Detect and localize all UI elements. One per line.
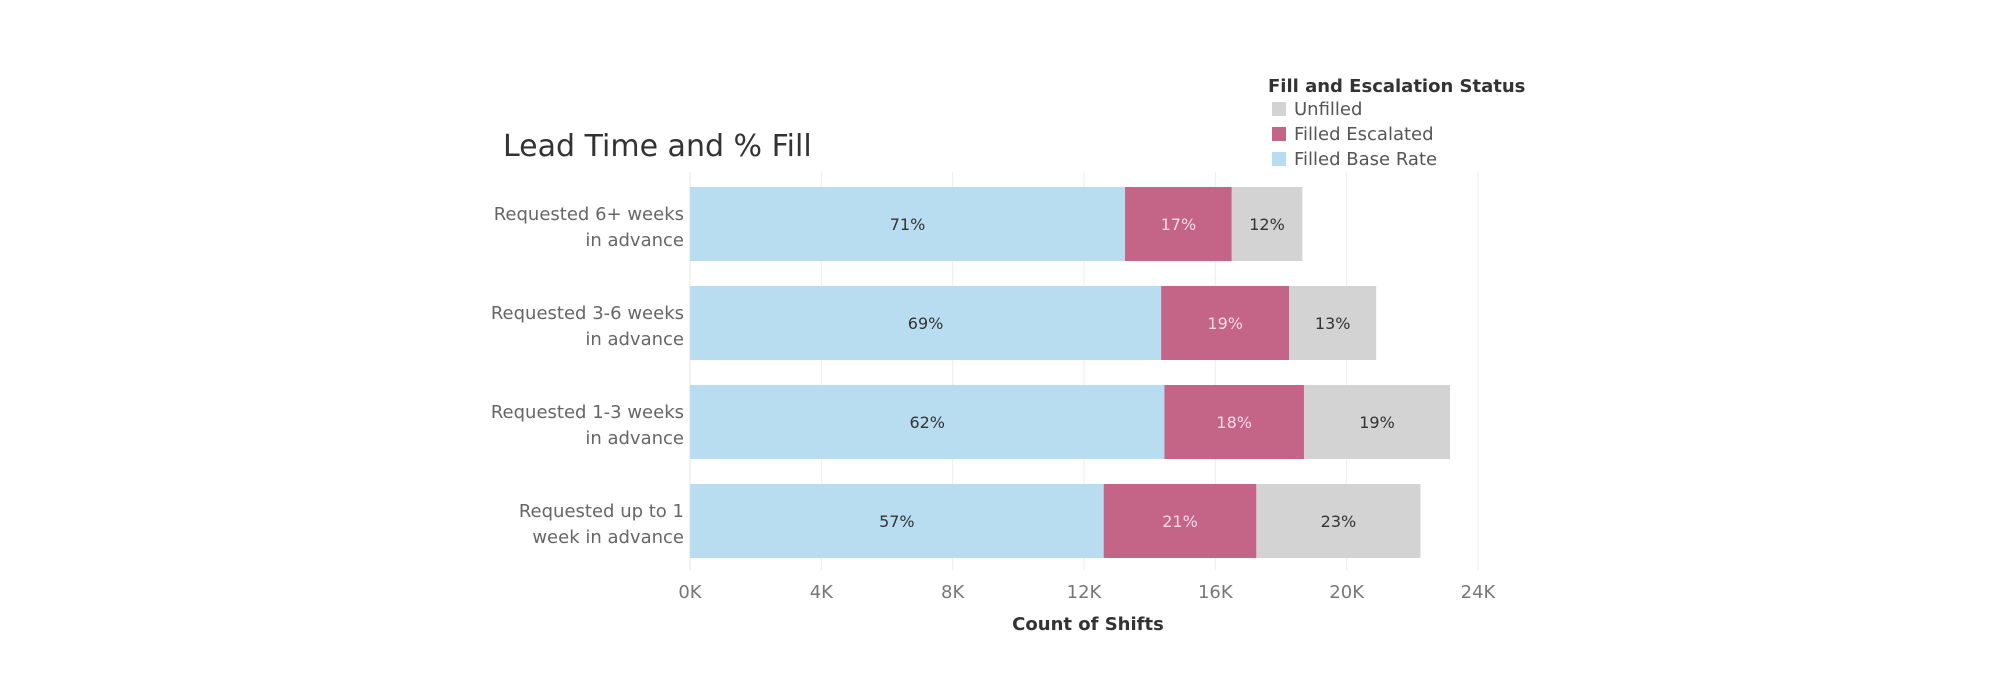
bar-segment (1164, 385, 1304, 459)
bar-segment (690, 484, 1104, 558)
category-label: Requested 6+ weeks (494, 204, 684, 225)
bar-segment (1125, 187, 1232, 261)
bar-segment (1303, 385, 1451, 459)
legend-label: Filled Base Rate (1294, 149, 1437, 170)
category-label: in advance (585, 230, 684, 251)
chart-title: Lead Time and % Fill (503, 129, 812, 164)
category-label: in advance (585, 329, 684, 350)
bar-segment (690, 385, 1165, 459)
data-label: 69% (908, 314, 944, 333)
x-tick-label: 12K (1067, 582, 1103, 603)
bar-segment (1256, 484, 1421, 558)
legend-swatch (1272, 152, 1286, 166)
data-label: 57% (879, 512, 915, 531)
x-axis-title: Count of Shifts (1012, 614, 1164, 635)
category-label: Requested 3-6 weeks (491, 303, 684, 324)
bar-segment (1103, 484, 1257, 558)
category-label: Requested up to 1 (519, 501, 684, 522)
bar-segment (690, 286, 1162, 360)
category-label: in advance (585, 428, 684, 449)
data-label: 62% (909, 413, 945, 432)
data-label: 21% (1162, 512, 1198, 531)
legend-title: Fill and Escalation Status (1268, 76, 1525, 97)
data-label: 13% (1315, 314, 1351, 333)
data-label: 19% (1207, 314, 1243, 333)
data-label: 17% (1161, 215, 1197, 234)
data-label: 18% (1216, 413, 1252, 432)
x-tick-label: 8K (941, 582, 965, 603)
data-label: 71% (890, 215, 926, 234)
legend-label: Filled Escalated (1294, 124, 1434, 145)
legend: Unfilled Filled Escalated Filled Base Rate (1272, 99, 1437, 170)
legend-label: Unfilled (1294, 99, 1362, 120)
x-tick-label: 24K (1461, 582, 1497, 603)
x-tick-label: 4K (810, 582, 834, 603)
bar-segment (1161, 286, 1290, 360)
labels: Lead Time and % Fill Count of Shifts Fil… (491, 76, 1526, 635)
x-tick-label: 16K (1198, 582, 1234, 603)
data-label: 23% (1321, 512, 1357, 531)
x-tick-label: 0K (678, 582, 702, 603)
bar-segment (1289, 286, 1377, 360)
legend-swatch (1272, 127, 1286, 141)
data-label: 12% (1249, 215, 1285, 234)
x-tick-label: 20K (1329, 582, 1365, 603)
category-label: week in advance (532, 527, 684, 548)
bar-segment (1231, 187, 1303, 261)
bar-segment (690, 187, 1126, 261)
category-label: Requested 1-3 weeks (491, 402, 684, 423)
bars (690, 187, 1451, 558)
legend-swatch (1272, 102, 1286, 116)
data-label: 19% (1359, 413, 1395, 432)
